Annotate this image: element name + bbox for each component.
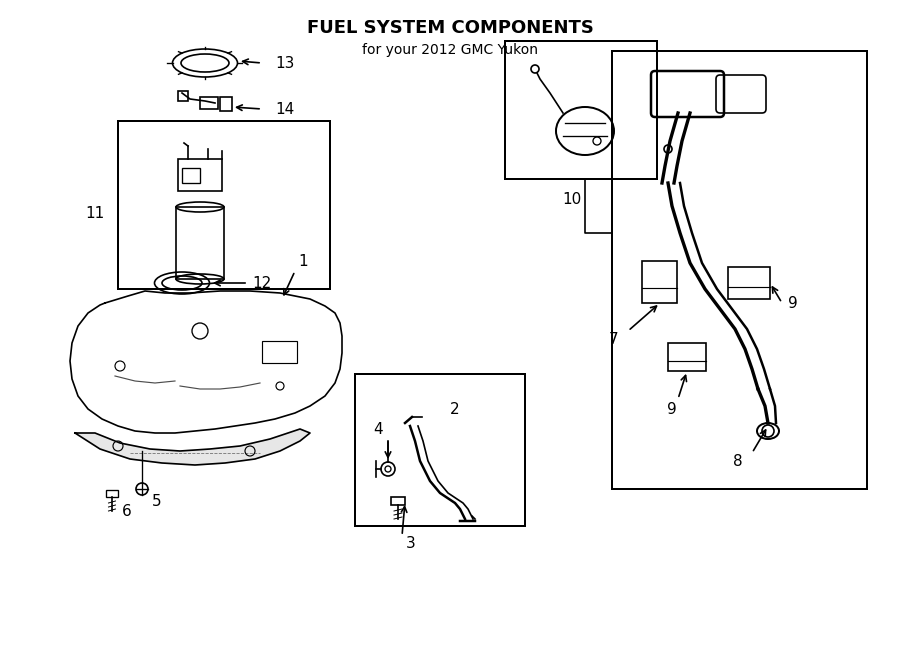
Bar [262, 341, 297, 363]
Text: for your 2012 GMC Yukon: for your 2012 GMC Yukon [362, 43, 538, 57]
Bar [200, 97, 218, 109]
Text: 13: 13 [275, 56, 294, 71]
Bar [178, 91, 188, 101]
Text: 14: 14 [275, 102, 294, 116]
Bar [728, 267, 770, 299]
Bar [178, 159, 222, 191]
Bar [176, 207, 224, 279]
Bar [220, 97, 232, 111]
Text: 7: 7 [608, 332, 618, 346]
Text: 6: 6 [122, 504, 131, 518]
Bar [668, 343, 706, 371]
Text: 5: 5 [152, 494, 162, 508]
Text: 8: 8 [734, 453, 742, 469]
Bar [642, 261, 677, 303]
Polygon shape [75, 429, 310, 465]
Text: 9: 9 [667, 401, 677, 416]
Text: 11: 11 [86, 206, 105, 221]
Text: 1: 1 [298, 254, 308, 268]
Bar [106, 490, 118, 497]
Bar [505, 41, 657, 179]
Text: 12: 12 [252, 276, 271, 290]
Bar [118, 121, 330, 289]
Text: 2: 2 [450, 401, 460, 416]
Text: FUEL SYSTEM COMPONENTS: FUEL SYSTEM COMPONENTS [307, 19, 593, 37]
Text: 9: 9 [788, 295, 797, 311]
Text: 3: 3 [406, 535, 416, 551]
Text: 10: 10 [562, 192, 581, 206]
Bar [391, 497, 405, 505]
Bar [182, 168, 200, 183]
Text: 4: 4 [374, 422, 382, 436]
Bar [612, 51, 867, 489]
Bar [355, 374, 525, 526]
